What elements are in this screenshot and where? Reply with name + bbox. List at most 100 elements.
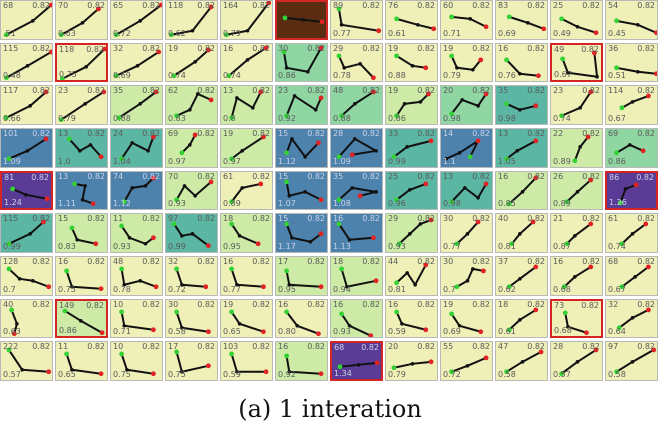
tile-id-label: 17: [278, 257, 289, 266]
tile-threshold-label: 0.82: [637, 257, 655, 266]
start-point: [560, 56, 565, 61]
tile-r5-c3: 97 0.82 0.99: [165, 213, 218, 253]
end-point: [48, 49, 52, 54]
trajectory-vertex: [418, 100, 423, 104]
tile-r6-c6: 18 0.82 0.94: [330, 256, 383, 296]
tile-threshold-label: 0.82: [637, 86, 655, 96]
end-point: [423, 327, 429, 332]
tile-r6-c3: 32 0.82 0.72: [165, 256, 218, 296]
tile-id-label: 26: [553, 171, 564, 181]
tile-r6-c11: 68 0.82 0.67: [605, 256, 658, 296]
trajectory-vertex: [31, 19, 35, 23]
tile-score-label: 0.78: [333, 71, 351, 81]
trajectory-vertex: [457, 323, 462, 328]
tile-score-label: 0.88: [388, 71, 406, 81]
trajectory-plot: [69, 225, 99, 247]
trajectory-plot: [391, 138, 434, 160]
trajectory-plot: [6, 219, 46, 247]
trajectory-plot: [229, 309, 266, 334]
tile-r6-c4: 16 0.82 0.77: [220, 256, 273, 296]
tile-score-label: 0.75: [113, 369, 131, 379]
trajectory-vertex: [515, 149, 519, 153]
trajectory-vertex: [471, 67, 475, 72]
trajectory-vertex: [237, 234, 242, 238]
tile-r4-c3: 70 0.82 0.93: [165, 170, 218, 211]
trajectory-vertex: [575, 24, 580, 29]
tile-threshold-label: 0.82: [581, 44, 599, 54]
trajectory-vertex: [125, 368, 129, 372]
trajectory-line: [450, 93, 487, 115]
start-point: [619, 241, 625, 247]
tile-threshold-label: 0.82: [582, 257, 600, 266]
end-point: [431, 26, 437, 32]
end-point: [533, 307, 539, 312]
trajectory-plot: [394, 309, 429, 332]
tile-score-label: 0.71: [113, 327, 131, 337]
tile-score-label: 0.79: [58, 113, 76, 123]
trajectory-line: [120, 136, 155, 160]
trajectory-vertex: [339, 23, 344, 27]
tile-threshold-label: 0.82: [32, 342, 50, 352]
trajectory-vertex: [75, 238, 79, 242]
tile-score-label: .51: [3, 28, 16, 38]
start-point: [614, 369, 619, 375]
tile-score-label: 0.83: [168, 113, 186, 123]
trajectory-plot: [559, 89, 594, 119]
tile-r4-c11: 86 0.82 1.26: [605, 170, 658, 211]
start-point: [3, 115, 9, 121]
tile-r1-c10: 49 0.82 0.67: [550, 42, 603, 83]
tile-threshold-label: 0.82: [527, 86, 545, 96]
tile-r0-c11: 54 0.82 0.45: [605, 0, 658, 40]
trajectory-line: [398, 219, 432, 245]
tile-id-label: 37: [498, 257, 509, 266]
start-point: [229, 156, 234, 162]
tile-r7-c8: 19 0.82 0.69: [440, 298, 493, 339]
trajectory-vertex: [80, 197, 85, 202]
tile-threshold-label: 0.82: [527, 257, 545, 266]
tile-threshold-label: 0.82: [582, 214, 600, 224]
end-point: [538, 349, 544, 355]
tile-score-label: 0.79: [443, 71, 461, 81]
tile-threshold-label: 0.82: [307, 299, 325, 309]
tile-score-label: 0.98: [443, 113, 461, 123]
start-point: [391, 154, 397, 160]
trajectory-plot: [284, 268, 324, 290]
trajectory-plot: [617, 182, 639, 205]
tile-r8-c3: 17 0.82 0.75: [165, 341, 218, 381]
tile-r4-c8: 13 0.82 0.98: [440, 170, 493, 211]
tile-id-label: 33: [388, 129, 399, 138]
tile-threshold-label: 0.82: [32, 299, 50, 309]
end-point: [206, 328, 211, 334]
end-point: [541, 26, 547, 32]
tile-score-label: 1.13: [333, 241, 351, 251]
tile-threshold-label: 0.82: [87, 257, 105, 266]
tile-score-label: 1.34: [334, 368, 352, 378]
trajectory-line: [396, 17, 434, 30]
end-point: [156, 49, 162, 54]
trajectory-vertex: [80, 21, 85, 25]
end-point: [48, 2, 52, 8]
end-point: [101, 89, 107, 95]
tile-id-label: 44: [388, 257, 399, 266]
trajectory-plot: [614, 18, 657, 36]
tile-id-label: 83: [498, 1, 509, 10]
end-point: [584, 329, 589, 335]
trajectory-plot: [281, 45, 324, 74]
tile-score-label: 0.96: [388, 199, 406, 209]
tile-id-label: 54: [608, 1, 619, 10]
tile-id-label: 16: [498, 43, 509, 53]
tile-score-label: 0.74: [608, 241, 626, 251]
start-point: [226, 72, 232, 78]
trajectory-plot: [64, 268, 104, 292]
tile-r2-c7: 19 0.82 0.86: [385, 85, 438, 125]
tile-score-label: 0.77: [333, 28, 351, 38]
tile-threshold-label: 0.82: [87, 342, 105, 352]
trajectory-vertex: [28, 232, 32, 236]
trajectory-plot: [119, 351, 156, 377]
trajectory-vertex: [188, 143, 192, 147]
start-point: [9, 307, 15, 312]
trajectory-vertex: [180, 370, 184, 374]
tile-id-label: 89: [333, 1, 344, 10]
tile-r1-c7: 19 0.82 0.88: [385, 42, 438, 83]
tile-id-label: 149: [59, 300, 75, 310]
